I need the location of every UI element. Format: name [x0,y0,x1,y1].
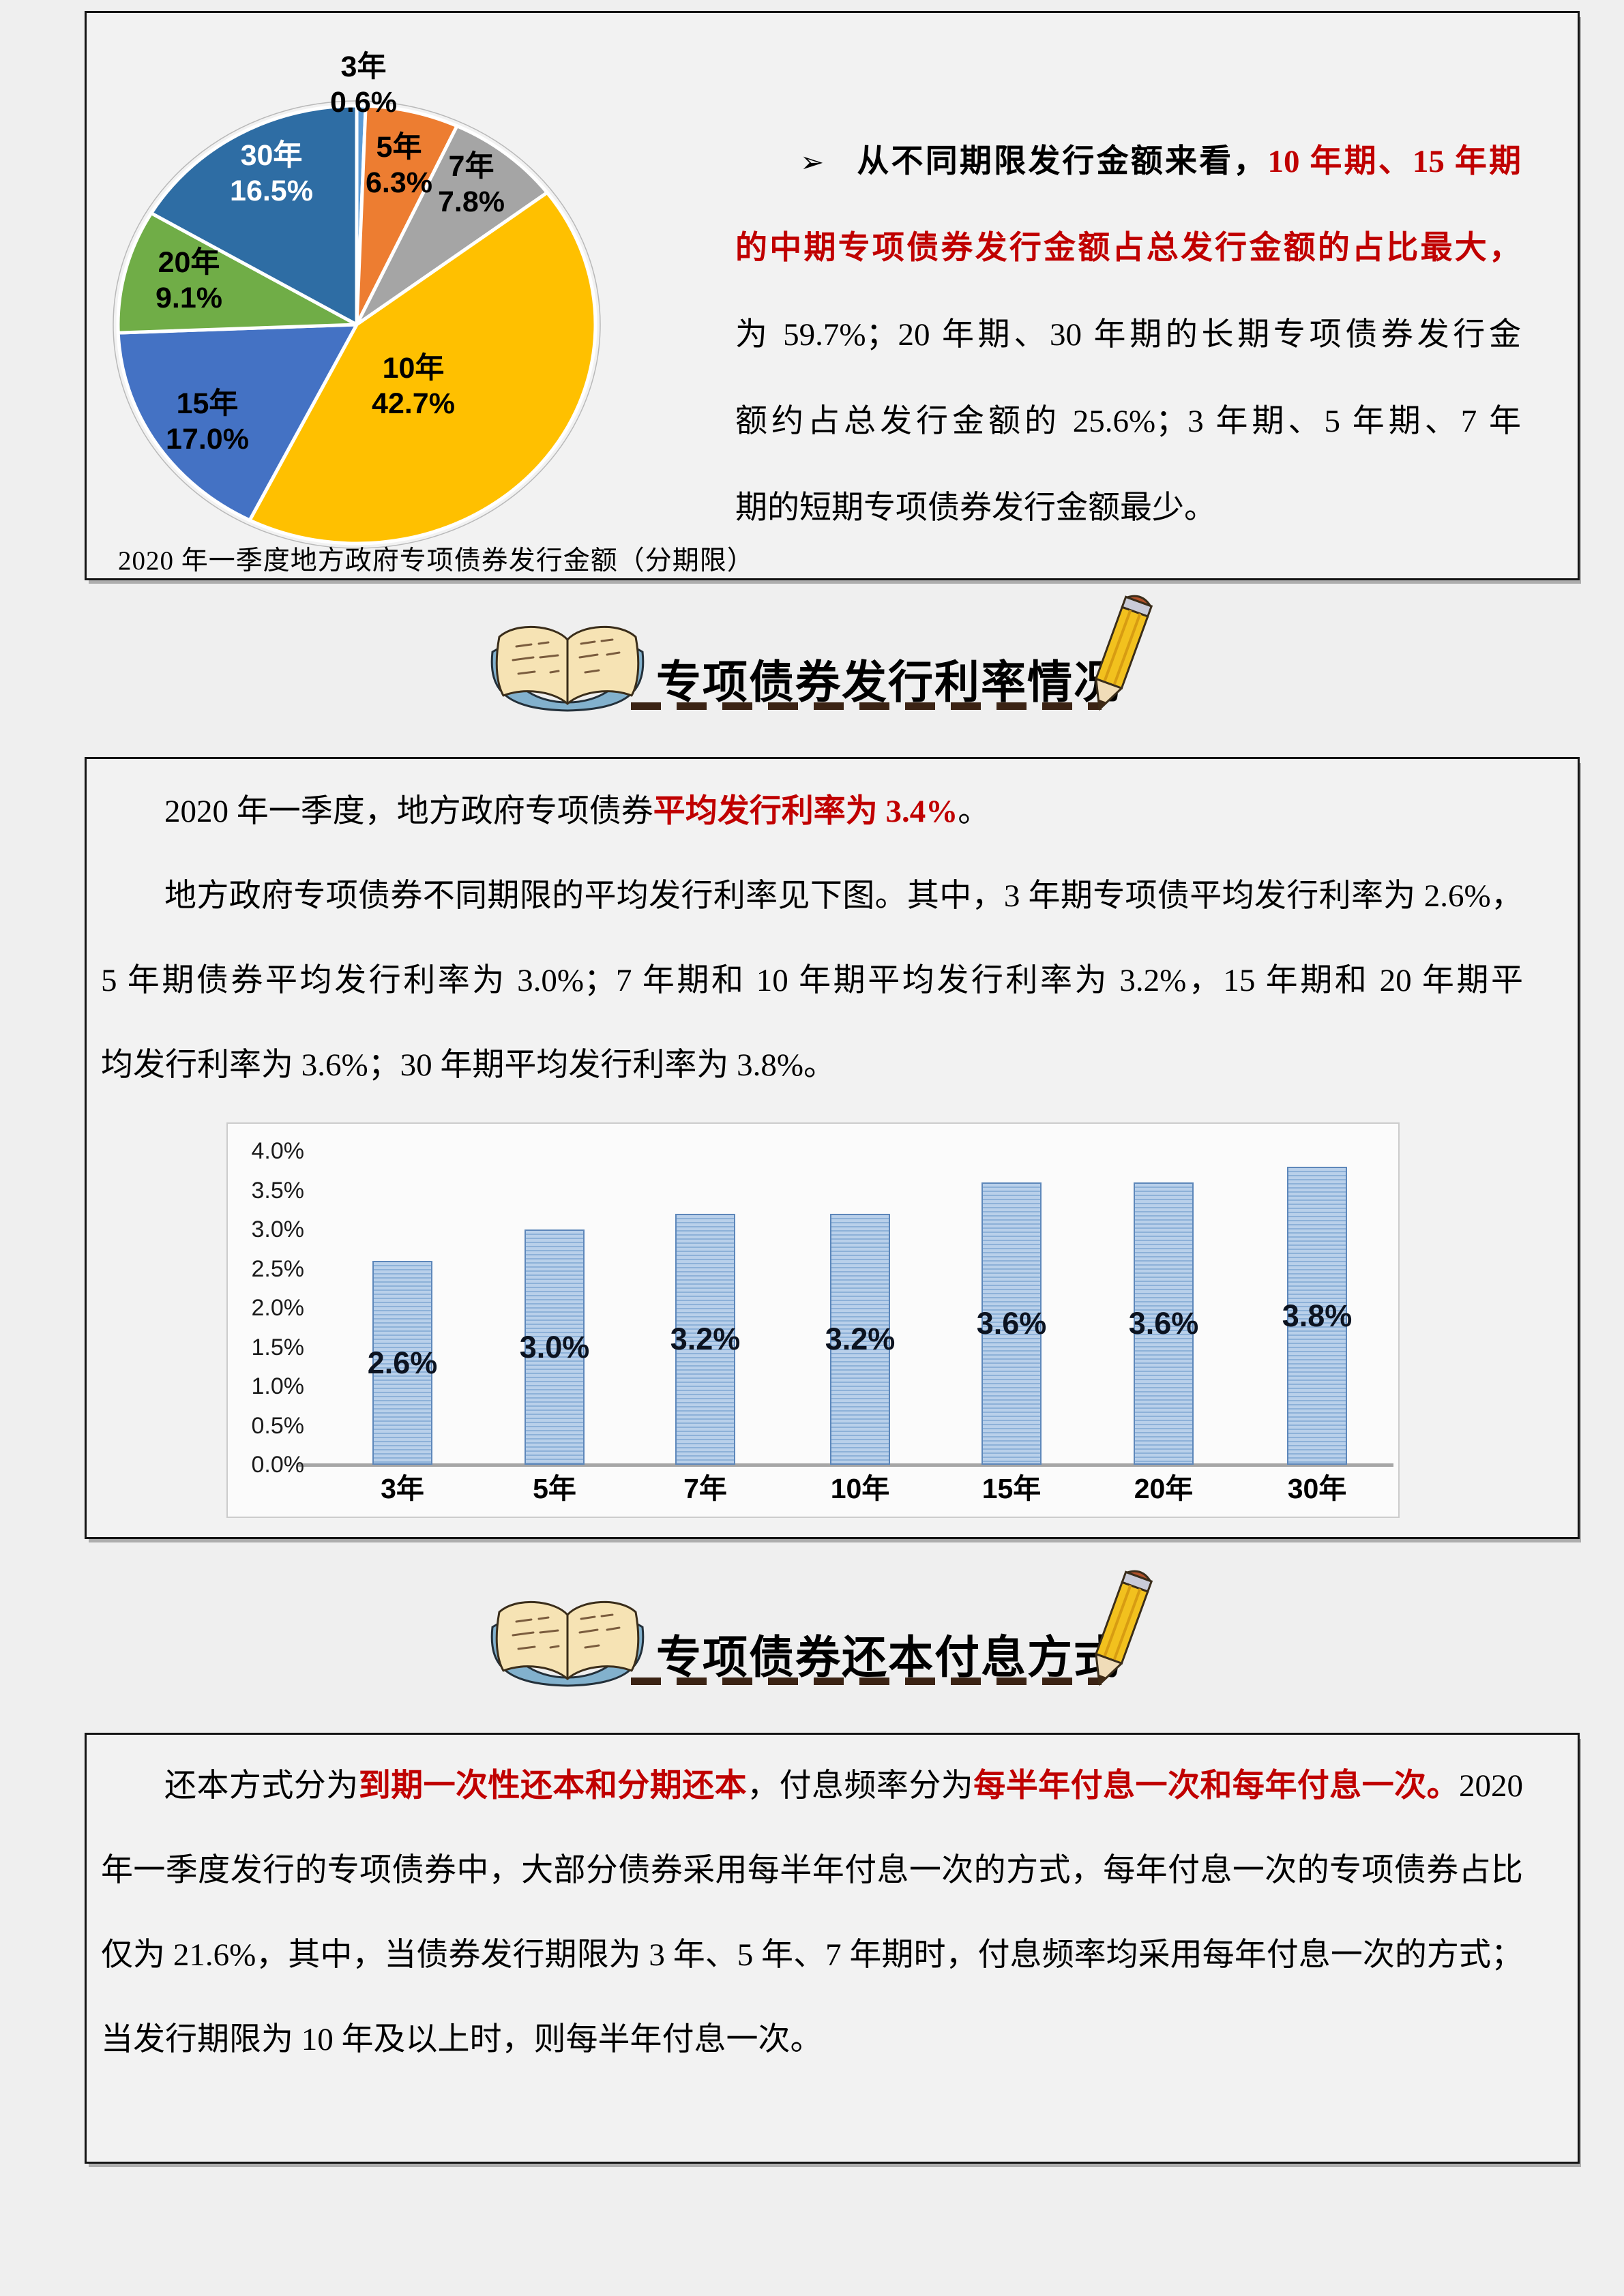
y-axis-tick: 4.0% [251,1138,305,1164]
rate-text: 2020 年一季度，地方政府专项债券 [164,794,653,829]
pie-slice-5年 [355,104,459,327]
y-axis-tick: 1.0% [251,1373,305,1399]
issuance-amount-box: 3年 0.6% 5年 6.3% 7年 7.8% 10年 42.7% 15年 17.0% 20年 9.1… [85,11,1580,580]
bar-value-label: 3.6% [976,1306,1047,1341]
pie-label-3年: 3年 0.6% [329,50,398,119]
summary-line: 期的短期专项债券发行金额最少。 [735,490,1216,526]
summary-text-red: 的中期专项债券发行金额占总发行金额的占比最大， [735,230,1521,266]
repayment-line: 仅为 21.6%，其中，当债券发行期限为 3 年、5 年、7 年期时，付息频率均… [101,1937,1523,1973]
bar-5年 [525,1229,585,1465]
pie-slice-10年 [248,190,597,546]
rate-line: 均发行利率为 3.6%；30 年期平均发行利率为 3.8%。 [101,1047,836,1083]
bar-value-label: 3.2% [825,1322,896,1356]
summary-line: 为 59.7%；20 年期、30 年期的长期专项债券发行金 [735,317,1521,353]
summary-text-red: 10 年期、15 年期 [1267,144,1522,179]
pie-label-7年: 7年 7.8% [437,150,505,218]
repayment-text: ，付息频率分为 [747,1768,974,1804]
section-title-rates: 专项债券发行利率情况 [656,658,1120,708]
y-axis-tick: 0.0% [251,1452,305,1478]
y-axis-tick: 1.5% [251,1334,305,1360]
dashed-underline [631,1678,1102,1685]
bar-3年 [372,1261,432,1465]
y-axis-tick: 2.5% [251,1255,305,1282]
summary-line: ➢ 从不同期限发行金额来看，10 年期、15 年期 [735,119,1521,205]
rate-line: 地方政府专项债券不同期限的平均发行利率见下图。其中，3 年期专项债平均发行利率为… [164,878,1523,914]
repayment-text: 还本方式分为 [164,1768,359,1804]
summary-line: 的中期专项债券发行金额占总发行金额的占比最大， [735,205,1521,292]
section-title-repayment: 专项债券还本付息方式 [656,1633,1120,1683]
x-axis-label: 10年 [830,1473,890,1504]
pencil-icon [1094,595,1153,711]
x-axis-label: 30年 [1287,1473,1347,1504]
y-axis-tick: 3.0% [251,1217,305,1242]
pie-slice-20年 [116,211,359,335]
pie-chart: 3年 0.6% 5年 6.3% 7年 7.8% 10年 42.7% 15年 17.0% 20年 9.1… [87,13,776,578]
rate-text: 。 [958,794,990,829]
rate-line: 2020 年一季度，地方政府专项债券平均发行利率为 3.4%。 [101,769,1523,854]
book-icon [490,1600,645,1687]
pie-chart-svg [113,100,601,549]
y-axis-tick: 0.5% [251,1412,305,1439]
pie-slice-7年 [355,124,549,327]
repayment-text-red: 到期一次性还本和分期还本 [358,1768,748,1804]
summary-text-black: 从不同期限发行金额来看， [855,144,1268,179]
pie-outline [113,100,601,549]
pie-chart-caption: 2020 年一季度地方政府专项债券发行金额（分期限） [118,546,754,576]
repayment-line: 年一季度发行的专项债券中，大部分债券采用每半年付息一次的方式，每年付息一次的专项… [101,1853,1523,1888]
x-axis-line [297,1463,1393,1467]
pie-slice-30年 [149,104,359,327]
y-axis-tick: 3.5% [251,1177,305,1204]
pie-label-30年: 30年 16.5% [230,139,313,207]
pie-label-15年: 15年 17.0% [166,387,249,456]
x-axis-label: 15年 [981,1473,1042,1504]
bar-15年 [981,1182,1042,1465]
repayment-line: 还本方式分为到期一次性还本和分期还本，付息频率分为每半年付息一次和每年付息一次。… [101,1744,1523,1828]
bar-value-label: 2.6% [367,1345,438,1380]
pie-label-10年: 10年 42.7% [372,352,455,420]
bar-7年 [675,1214,735,1465]
pie-label-5年: 5年 6.3% [365,131,433,199]
x-axis-label: 7年 [683,1473,727,1504]
rate-line: 5 年期债券平均发行利率为 3.0%；7 年期和 10 年期平均发行利率为 3.… [101,963,1523,998]
bar-value-label: 3.0% [519,1329,590,1365]
rate-paragraph: 2020 年一季度，地方政府专项债券平均发行利率为 3.4%。 地方政府专项债券… [101,769,1523,1107]
dashed-underline [631,702,1102,710]
bar-20年 [1134,1182,1194,1465]
x-axis-label: 5年 [533,1473,576,1504]
summary-line: 额约占总发行金额的 25.6%；3 年期、5 年期、7 年 [735,404,1521,439]
pencil-icon [1094,1570,1153,1686]
issuance-summary-paragraph: ➢ 从不同期限发行金额来看，10 年期、15 年期 的中期专项债券发行金额占总发行… [735,119,1521,552]
repayment-paragraph: 还本方式分为到期一次性还本和分期还本，付息频率分为每半年付息一次和每年付息一次。… [101,1744,1523,2082]
arrow-bullet-icon: ➢ [800,147,825,179]
y-axis-tick: 2.0% [251,1295,305,1321]
bar-30年 [1287,1167,1347,1465]
issuance-rate-box: 2020 年一季度，地方政府专项债券平均发行利率为 3.4%。 地方政府专项债券… [85,757,1580,1539]
repayment-box: 还本方式分为到期一次性还本和分期还本，付息频率分为每半年付息一次和每年付息一次。… [85,1733,1580,2164]
rate-text-red: 平均发行利率为 3.4% [653,794,958,829]
x-axis-label: 3年 [381,1473,424,1504]
book-icon [490,625,645,712]
repayment-text-red: 每半年付息一次和每年付息一次。 [973,1768,1460,1804]
pie-slice-15年 [116,323,359,522]
repayment-line: 当发行期限为 10 年及以上时，则每半年付息一次。 [101,2022,823,2057]
bar-10年 [830,1214,890,1465]
pie-label-20年: 20年 9.1% [155,246,223,314]
x-axis-label: 20年 [1134,1473,1194,1504]
bar-value-label: 3.8% [1282,1298,1353,1333]
bar-value-label: 3.6% [1128,1306,1199,1341]
bar-chart: 2.6% 3.0% 3.2% 3.2% 3.6% 3.6% 3.8% 4.0% 3.5% 3.0… [226,1122,1400,1518]
repayment-text: 2020 [1459,1768,1524,1804]
bar-value-label: 3.2% [670,1322,741,1356]
